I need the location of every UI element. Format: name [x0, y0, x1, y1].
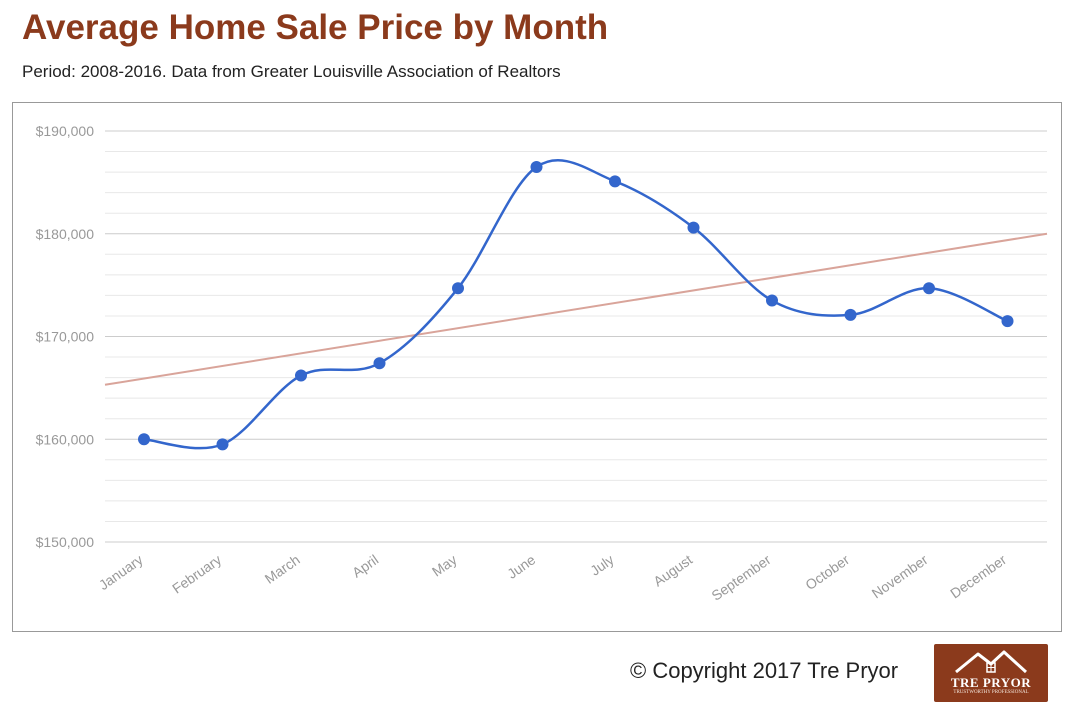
- data-point-april: [373, 357, 386, 370]
- x-tick-label: February: [169, 551, 224, 596]
- x-tick-label: April: [349, 551, 381, 580]
- data-point-january: [138, 433, 150, 446]
- data-point-june: [530, 160, 543, 173]
- x-tick-label: July: [587, 551, 617, 578]
- data-point-march: [295, 369, 307, 382]
- y-tick-label: $180,000: [36, 226, 95, 242]
- data-point-december: [1001, 315, 1014, 328]
- x-tick-label: March: [262, 551, 303, 586]
- x-tick-label: May: [429, 551, 460, 579]
- data-point-february: [216, 438, 229, 451]
- copyright-text: © Copyright 2017 Tre Pryor: [630, 658, 899, 683]
- x-tick-label: November: [869, 551, 931, 601]
- series-line: [143, 159, 1008, 450]
- y-tick-label: $170,000: [36, 329, 95, 345]
- tre-pryor-logo: TRE PRYOR TRUSTWORTHY PROFESSIONAL: [934, 644, 1048, 702]
- x-tick-label: December: [947, 551, 1009, 601]
- y-tick-label: $190,000: [36, 123, 95, 139]
- data-point-august: [687, 221, 700, 234]
- x-tick-label: August: [650, 551, 695, 589]
- x-tick-label: January: [96, 551, 146, 593]
- x-tick-label: October: [802, 551, 852, 593]
- trendline: [104, 232, 1048, 386]
- x-tick-label: September: [708, 551, 774, 604]
- house-roof-icon: [955, 650, 1028, 674]
- x-tick-label: June: [504, 551, 538, 582]
- data-point-october: [844, 308, 857, 321]
- y-tick-label: $150,000: [36, 534, 95, 550]
- data-point-september: [766, 294, 778, 307]
- chart-frame: [12, 102, 1062, 632]
- logo-subtext: TRUSTWORTHY PROFESSIONAL: [953, 690, 1029, 695]
- data-point-november: [923, 282, 935, 295]
- data-point-july: [609, 175, 621, 188]
- chart-subtitle: Period: 2008-2016. Data from Greater Lou…: [22, 62, 561, 81]
- y-tick-label: $160,000: [36, 431, 95, 447]
- chart-title: Average Home Sale Price by Month: [22, 8, 609, 47]
- data-point-may: [452, 282, 464, 295]
- logo-text: TRE PRYOR: [950, 675, 1032, 690]
